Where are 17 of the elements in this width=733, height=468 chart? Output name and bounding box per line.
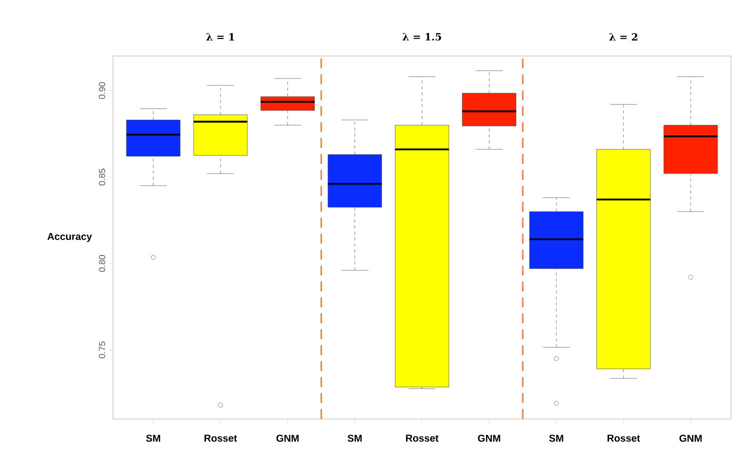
x-tick-label: GNM [679,434,702,442]
y-tick-label: 0.75 [98,342,106,358]
y-tick-label: 0.85 [98,168,106,186]
x-tick-label: Rosset [608,434,640,442]
text: λ = 2 [609,33,638,41]
text: λ = 1.5 [402,32,442,41]
y-tick-label: 0.90 [98,82,106,99]
text: λ = 1 [206,33,234,41]
x-tick-label: Rosset [204,434,237,442]
x-tick-label: Rosset [406,434,438,442]
y-axis-title: Accuracy [47,233,92,242]
x-tick-label: SM [549,434,564,442]
x-tick-label: GNM [276,434,299,442]
x-tick-label: GNM [478,434,500,442]
x-tick-label: SM [146,434,160,442]
x-tick-label: SM [348,434,362,442]
y-tick-label: 0.80 [98,255,106,272]
